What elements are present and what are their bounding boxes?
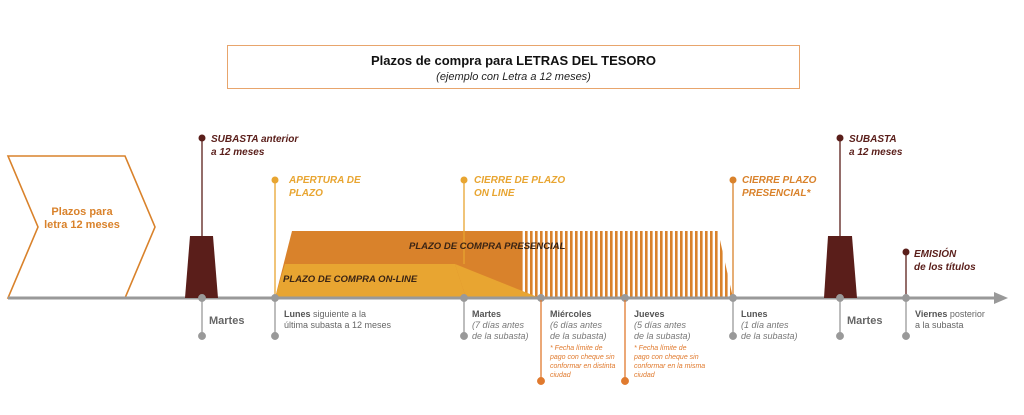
subasta-anterior-block — [185, 236, 218, 298]
axis-label-lunes-2: Lunes (1 día antes de la subasta) — [741, 309, 798, 341]
diagram-title: Plazos de compra para LETRAS DEL TESORO — [370, 53, 657, 68]
online-wedge — [455, 264, 540, 298]
apertura-label: APERTURA DE PLAZO — [289, 175, 361, 199]
axis-label-martes-3: Martes — [847, 315, 883, 327]
cierre-online-label: CIERRE DE PLAZO ON LINE — [474, 175, 566, 199]
emision-dot — [902, 248, 910, 256]
presencial-bar-label: PLAZO DE COMPRA PRESENCIAL — [409, 241, 566, 252]
cierre-presencial-label: CIERRE PLAZO PRESENCIAL* — [742, 175, 817, 199]
subasta-anterior-dot — [198, 134, 206, 142]
axis-label-martes-1: Martes — [209, 315, 245, 327]
apertura-dot — [271, 176, 279, 184]
note-jueves: * Fecha límite de pago con cheque sin co… — [634, 345, 706, 379]
presencial-hatched-bar — [520, 231, 733, 298]
axis-label-miercoles: Miércoles (6 días antes de la subasta) — [550, 309, 607, 341]
axis-label-lunes-1: Lunes siguiente a la última subasta a 12… — [284, 309, 392, 330]
arrow-head-icon — [994, 292, 1008, 304]
note-miercoles: * Fecha límite de pago con cheque sin co… — [550, 345, 616, 379]
axis-ticks-orange — [537, 294, 629, 385]
axis-label-martes-2: Martes (7 días antes de la subasta) — [472, 309, 529, 341]
title-box: Plazos de compra para LETRAS DEL TESORO … — [227, 45, 800, 89]
subasta-dot — [836, 134, 844, 142]
axis-ticks — [198, 294, 910, 340]
subasta-block — [824, 236, 857, 298]
diagram-subtitle: (ejemplo con Letra a 12 meses) — [436, 71, 591, 83]
cierre-presencial-dot — [729, 176, 737, 184]
online-period-bar — [275, 264, 466, 298]
axis-label-jueves: Jueves (5 días antes de la subasta) — [634, 309, 691, 341]
emision-label: EMISIÓN de los títulos — [914, 249, 976, 273]
subasta-label: SUBASTA a 12 meses — [849, 134, 903, 158]
online-bar-label: PLAZO DE COMPRA ON-LINE — [283, 274, 418, 285]
chevron-label: Plazos para letra 12 meses — [44, 206, 120, 231]
cierre-online-dot — [460, 176, 468, 184]
axis-label-viernes: Viernes posterior a la subasta — [915, 309, 985, 330]
subasta-anterior-label: SUBASTA anterior a 12 meses — [211, 134, 299, 158]
